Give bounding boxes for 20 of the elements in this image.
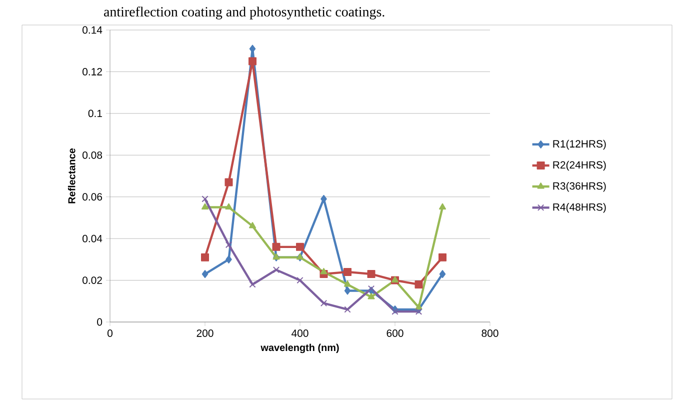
y-tick-label: 0.1 (88, 110, 102, 118)
y-tick-label: 0.04 (82, 234, 102, 242)
y-tick-label: 0.02 (82, 276, 102, 284)
text: antireflection coating and photosynthetic coatings. (104, 6, 384, 20)
legend-label: R1(12HRS) (553, 140, 606, 150)
x-tick-label: 600 (386, 330, 404, 337)
x-tick-label: 400 (292, 330, 308, 337)
x-tick-label: 200 (196, 330, 214, 337)
y-tick-label: 0.12 (82, 68, 102, 76)
y-tick-label: 0.06 (82, 193, 102, 201)
x-tick-label: 800 (482, 330, 498, 337)
y-tick-label: 0.08 (82, 151, 102, 159)
legend-label: R2(24HRS) (553, 160, 606, 171)
y-tick-label: 0 (97, 318, 102, 326)
legend-label: R4(48HRS) (553, 203, 606, 213)
legend-label: R3(36HRS) (553, 182, 606, 192)
x-axis-title: wavelength (nm) (260, 344, 339, 354)
y-axis-title: Reflectance (68, 148, 76, 204)
y-tick-label: 0.14 (82, 26, 102, 34)
x-tick-label: 0 (108, 330, 113, 337)
